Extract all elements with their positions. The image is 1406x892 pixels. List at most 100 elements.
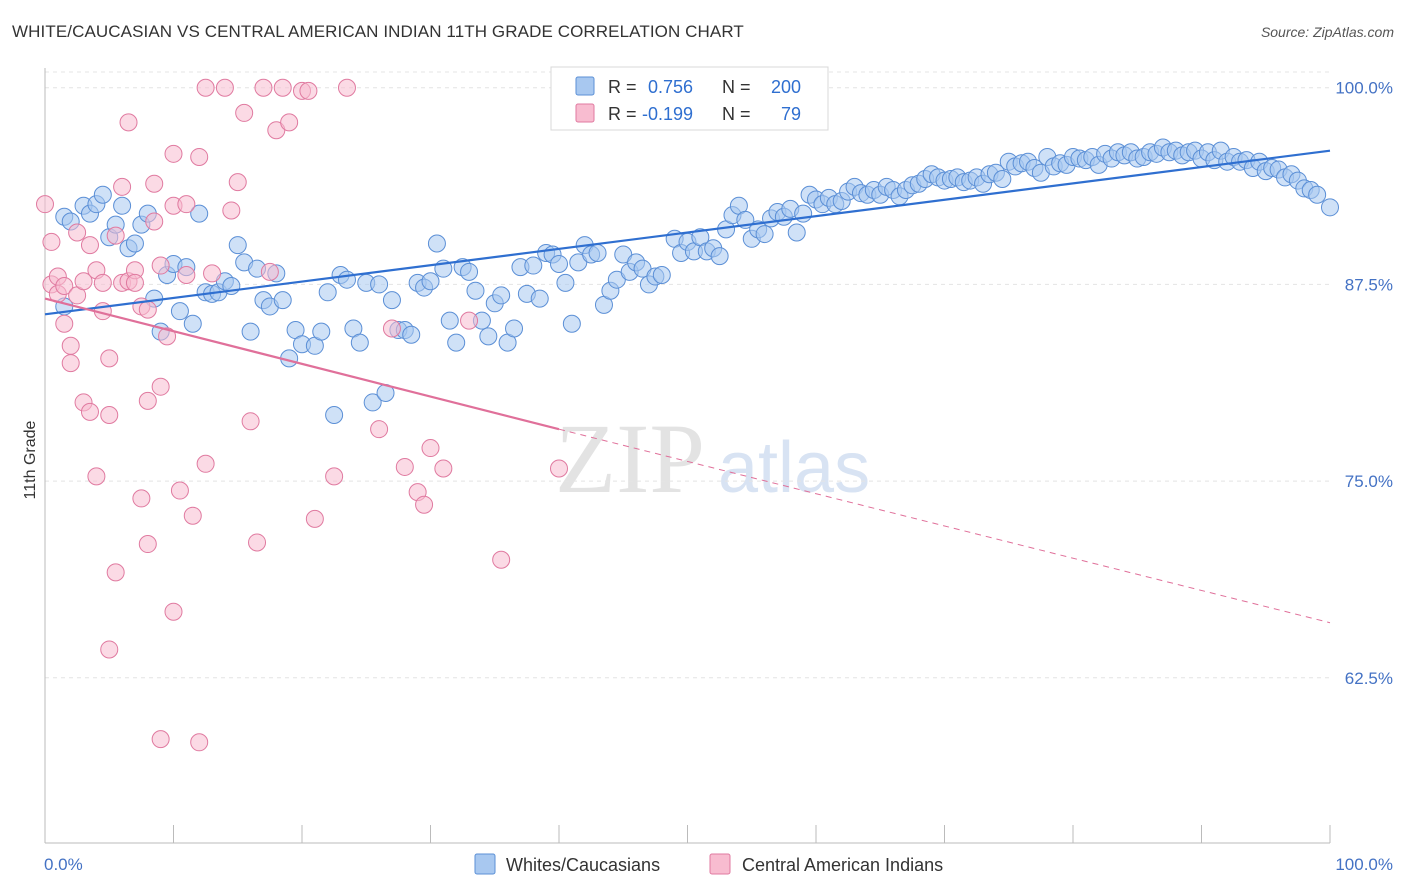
axes: 100.0% 87.5% 75.0% 62.5% bbox=[44, 68, 1393, 844]
point-central-american-indians bbox=[215, 78, 234, 97]
point-whites bbox=[170, 302, 189, 321]
point-central-american-indians bbox=[460, 311, 479, 330]
point-whites bbox=[466, 281, 485, 300]
point-central-american-indians bbox=[254, 78, 273, 97]
point-central-american-indians bbox=[119, 113, 138, 132]
point-whites bbox=[440, 311, 459, 330]
point-whites bbox=[588, 243, 607, 262]
point-central-american-indians bbox=[138, 391, 157, 410]
point-central-american-indians bbox=[395, 457, 414, 476]
point-central-american-indians bbox=[273, 78, 292, 97]
point-central-american-indians bbox=[151, 256, 170, 275]
point-whites bbox=[273, 291, 292, 310]
x-tick-label-min: 0.0% bbox=[44, 855, 83, 874]
point-central-american-indians bbox=[100, 640, 119, 659]
trendline-central-american-indians bbox=[44, 297, 560, 431]
point-whites bbox=[556, 273, 575, 292]
point-central-american-indians bbox=[222, 201, 241, 220]
point-central-american-indians bbox=[177, 265, 196, 284]
point-whites bbox=[402, 325, 421, 344]
y-axis-title: 11th Grade bbox=[22, 420, 39, 499]
point-central-american-indians bbox=[196, 78, 215, 97]
point-central-american-indians bbox=[125, 273, 144, 292]
trend-lines bbox=[44, 149, 1331, 624]
point-central-american-indians bbox=[421, 439, 440, 458]
point-central-american-indians bbox=[235, 103, 254, 122]
point-central-american-indians bbox=[164, 602, 183, 621]
point-whites bbox=[241, 322, 260, 341]
point-central-american-indians bbox=[280, 113, 299, 132]
point-whites bbox=[183, 314, 202, 333]
point-whites bbox=[190, 204, 209, 223]
point-central-american-indians bbox=[145, 174, 164, 193]
point-central-american-indians bbox=[370, 420, 389, 439]
point-central-american-indians bbox=[305, 509, 324, 528]
source-label: Source: ZipAtlas.com bbox=[1260, 24, 1394, 40]
correlation-legend: R = 0.756 N = 200 R = -0.199 N = 79 bbox=[550, 66, 829, 131]
point-central-american-indians bbox=[164, 144, 183, 163]
chart-title: WHITE/CAUCASIAN VS CENTRAL AMERICAN INDI… bbox=[12, 22, 744, 41]
point-central-american-indians bbox=[260, 262, 279, 281]
point-central-american-indians bbox=[68, 223, 87, 242]
point-central-american-indians bbox=[203, 264, 222, 283]
point-central-american-indians bbox=[61, 354, 80, 373]
point-central-american-indians bbox=[248, 533, 267, 552]
legend-swatch-cai bbox=[575, 103, 595, 123]
point-whites bbox=[370, 275, 389, 294]
point-whites bbox=[318, 283, 337, 302]
point-central-american-indians bbox=[158, 327, 177, 346]
point-central-american-indians bbox=[241, 412, 260, 431]
point-whites bbox=[113, 196, 132, 215]
point-whites bbox=[492, 286, 511, 305]
point-central-american-indians bbox=[170, 481, 189, 500]
point-whites bbox=[755, 225, 774, 244]
y-tick-label: 62.5% bbox=[1345, 669, 1393, 688]
point-whites bbox=[447, 333, 466, 352]
point-whites bbox=[524, 256, 543, 275]
legend-n-label-white: N = bbox=[722, 77, 751, 97]
point-central-american-indians bbox=[151, 730, 170, 749]
point-central-american-indians bbox=[100, 406, 119, 425]
point-central-american-indians bbox=[42, 232, 61, 251]
point-central-american-indians bbox=[145, 212, 164, 231]
point-central-american-indians bbox=[190, 147, 209, 166]
point-whites bbox=[993, 169, 1012, 188]
bottom-legend-swatch-white bbox=[474, 853, 496, 875]
bottom-legend-label-cai: Central American Indians bbox=[742, 855, 943, 875]
legend-r-value-cai: -0.199 bbox=[642, 104, 693, 124]
point-central-american-indians bbox=[36, 195, 54, 214]
point-central-american-indians bbox=[183, 506, 202, 525]
series-legend: Whites/Caucasians Central American India… bbox=[474, 853, 943, 875]
point-central-american-indians bbox=[434, 459, 453, 478]
legend-n-value-white: 200 bbox=[771, 77, 801, 97]
watermark-atlas: atlas bbox=[718, 428, 870, 508]
legend-swatch-white bbox=[575, 76, 595, 96]
legend-n-label-cai: N = bbox=[722, 104, 751, 124]
point-whites bbox=[562, 314, 581, 333]
point-whites bbox=[421, 272, 440, 291]
x-tick-label-max: 100.0% bbox=[1335, 855, 1393, 874]
point-central-american-indians bbox=[80, 236, 99, 255]
bottom-legend-swatch-cai bbox=[709, 853, 731, 875]
point-central-american-indians bbox=[93, 273, 112, 292]
point-central-american-indians bbox=[299, 81, 318, 100]
point-central-american-indians bbox=[61, 336, 80, 355]
point-central-american-indians bbox=[151, 377, 170, 396]
point-whites bbox=[350, 333, 369, 352]
point-central-american-indians bbox=[138, 300, 157, 319]
point-whites bbox=[363, 393, 382, 412]
point-whites bbox=[93, 185, 112, 204]
y-tick-label: 87.5% bbox=[1345, 275, 1393, 294]
point-central-american-indians bbox=[177, 195, 196, 214]
point-central-american-indians bbox=[415, 495, 434, 514]
point-whites bbox=[382, 291, 401, 310]
legend-n-value-cai: 79 bbox=[781, 104, 801, 124]
watermark-zip: ZIP bbox=[555, 403, 705, 514]
data-points bbox=[36, 78, 1339, 752]
point-whites bbox=[1321, 198, 1339, 217]
point-central-american-indians bbox=[100, 349, 119, 368]
point-whites bbox=[337, 270, 356, 289]
point-central-american-indians bbox=[196, 454, 215, 473]
point-central-american-indians bbox=[550, 459, 568, 478]
